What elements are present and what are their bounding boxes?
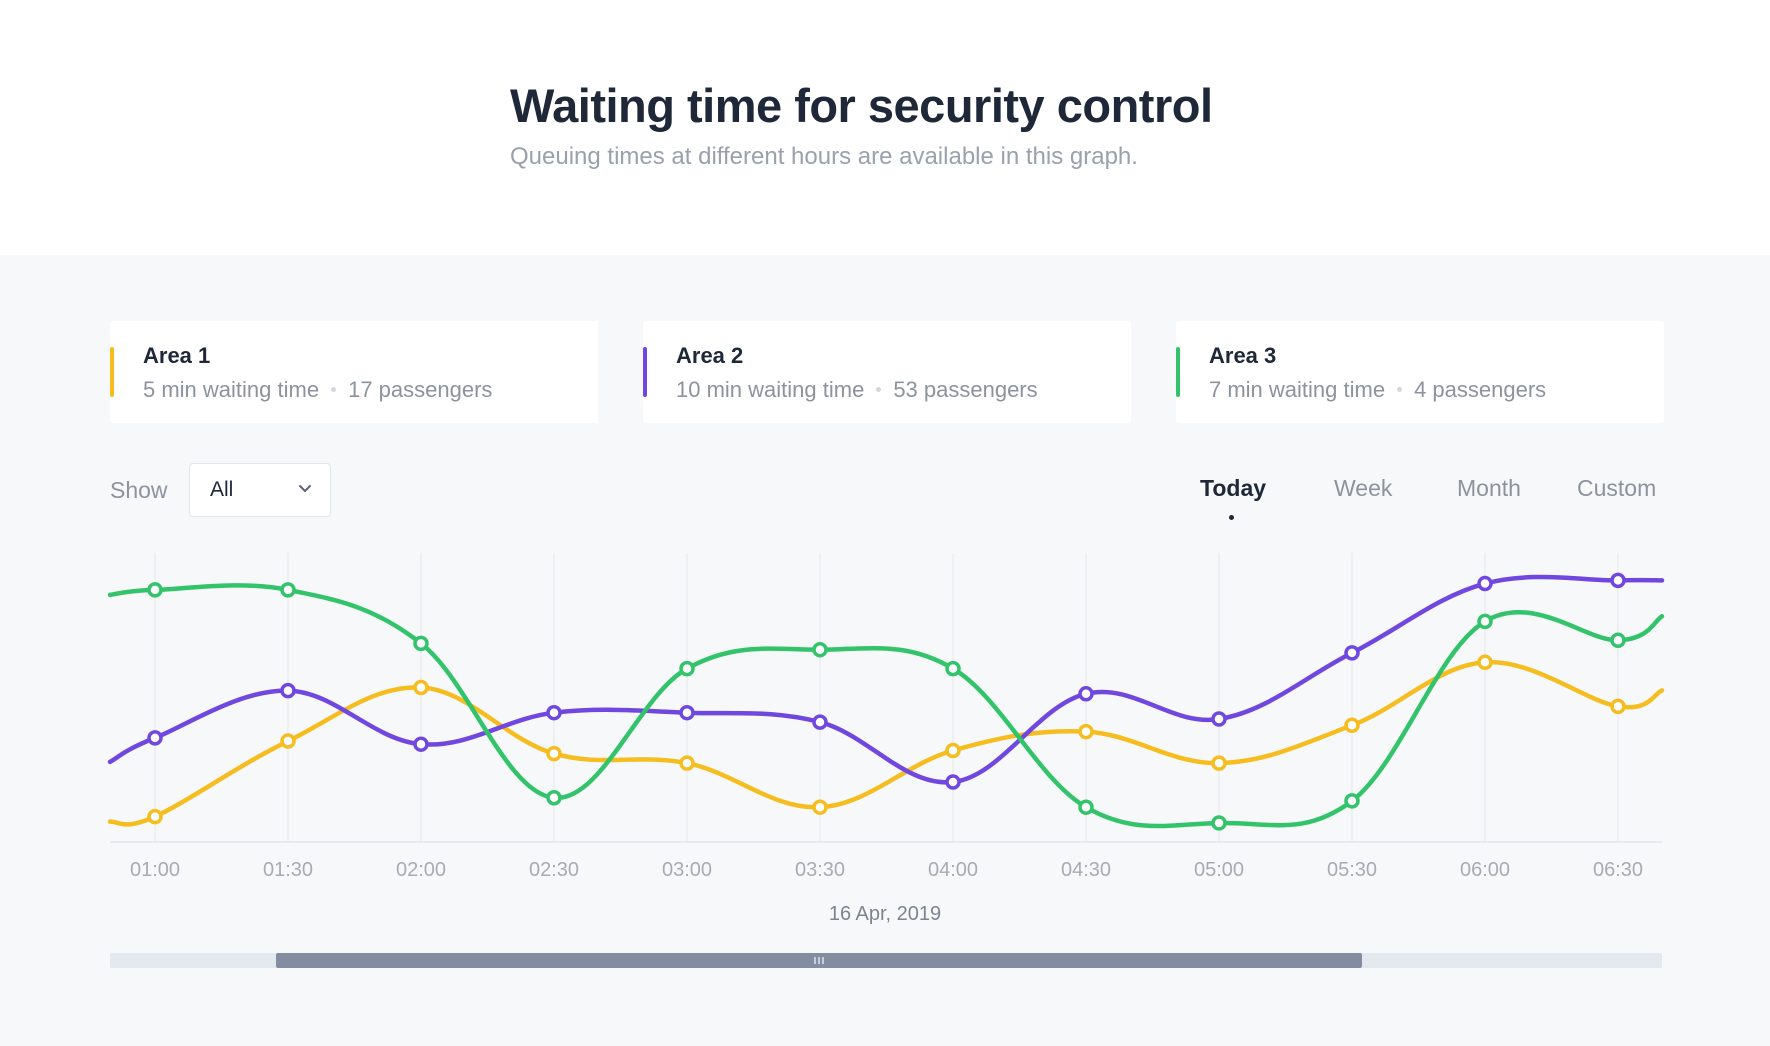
- data-point-series-3: [1477, 613, 1493, 630]
- area-color-marker: [110, 347, 114, 397]
- data-point-series-2: [1477, 575, 1493, 592]
- tab-today[interactable]: Today: [1200, 475, 1267, 501]
- dashboard-panel: Area 1 5 min waiting time 17 passengers A…: [0, 255, 1770, 1046]
- x-tick-label: 01:00: [130, 859, 180, 881]
- waiting-time: 5 min waiting time: [143, 377, 320, 402]
- chart-scrollbar-track[interactable]: [110, 953, 1662, 968]
- x-tick-label: 05:00: [1194, 859, 1244, 881]
- x-tick-label: 02:00: [396, 859, 446, 881]
- show-filter-value: All: [210, 478, 234, 501]
- data-point-series-1: [1610, 698, 1626, 715]
- x-tick-label: 05:30: [1327, 859, 1377, 881]
- data-point-series-1: [1477, 654, 1493, 671]
- page-header: Waiting time for security control Queuin…: [0, 0, 1770, 255]
- area-color-marker: [643, 347, 647, 397]
- waiting-time-chart: 01:00 01:30 02:00 02:30 03:00 03:30 04:00 04:30…: [107, 553, 1665, 881]
- period-tabs: Today Week Month Custom: [1180, 475, 1664, 520]
- area-name: Area 2: [676, 343, 744, 368]
- area-color-marker: [1176, 347, 1180, 397]
- passenger-count: 4 passengers: [1414, 377, 1547, 402]
- data-point-series-1: [812, 799, 828, 815]
- area-cards: Area 1 5 min waiting time 17 passengers A…: [110, 321, 1664, 423]
- series-line-3: [107, 583, 1665, 829]
- data-point-series-1: [1078, 723, 1094, 740]
- area-card-3[interactable]: Area 3 7 min waiting time 4 passengers: [1176, 321, 1664, 423]
- passenger-count: 53 passengers: [893, 377, 1038, 402]
- show-filter-label: Show: [110, 477, 168, 503]
- area-card-1[interactable]: Area 1 5 min waiting time 17 passengers: [110, 321, 598, 423]
- waiting-time: 10 min waiting time: [676, 377, 865, 402]
- x-tick-label: 03:30: [795, 859, 845, 881]
- data-point-series-3: [812, 641, 828, 658]
- data-point-series-2: [1610, 572, 1626, 589]
- data-point-series-3: [280, 582, 296, 598]
- data-point-series-3: [679, 660, 695, 677]
- data-point-series-2: [413, 736, 429, 752]
- chart-scrollbar-thumb[interactable]: [276, 953, 1363, 968]
- x-tick-label: 03:00: [662, 859, 712, 881]
- x-tick-label: 04:30: [1061, 859, 1111, 881]
- grip-icon: [814, 957, 824, 964]
- data-point-series-3: [1211, 815, 1227, 831]
- data-point-series-2: [945, 774, 961, 790]
- series-line-1: [107, 660, 1665, 827]
- x-tick-label: 04:00: [928, 859, 978, 881]
- data-point-series-3: [147, 582, 163, 598]
- area-stats: 5 min waiting time 17 passengers: [143, 377, 492, 403]
- x-axis-label: 16 Apr, 2019: [828, 903, 942, 925]
- data-point-series-3: [1078, 799, 1094, 815]
- page-subtitle: Queuing times at different hours are ava…: [510, 143, 1138, 170]
- data-point-series-1: [546, 745, 562, 762]
- area-name: Area 3: [1209, 343, 1277, 368]
- tab-custom[interactable]: Custom: [1577, 475, 1657, 501]
- data-point-series-2: [1078, 686, 1094, 702]
- data-point-series-2: [280, 682, 296, 699]
- x-tick-label: 06:00: [1460, 859, 1510, 881]
- series-line-2: [107, 574, 1665, 785]
- tab-month[interactable]: Month: [1457, 475, 1521, 501]
- data-point-series-2: [1344, 645, 1360, 661]
- x-tick-label: 02:30: [529, 859, 579, 881]
- page-title: Waiting time for security control: [510, 79, 1213, 132]
- waiting-time: 7 min waiting time: [1209, 377, 1386, 402]
- data-point-series-1: [147, 808, 163, 825]
- data-point-series-1: [413, 679, 429, 696]
- data-point-series-3: [546, 790, 562, 806]
- data-point-series-2: [1211, 711, 1227, 727]
- data-point-series-1: [1211, 755, 1227, 771]
- active-tab-indicator: [1229, 515, 1234, 520]
- data-point-series-1: [945, 742, 961, 759]
- show-filter-select[interactable]: All: [189, 463, 331, 517]
- separator-dot: [1397, 386, 1403, 392]
- data-point-series-1: [1344, 717, 1360, 734]
- chevron-down-icon: [299, 485, 311, 492]
- data-point-series-2: [812, 714, 828, 730]
- separator-dot: [331, 386, 337, 392]
- area-name: Area 1: [143, 343, 211, 368]
- separator-dot: [876, 386, 882, 392]
- data-point-series-3: [1610, 632, 1626, 648]
- data-point-series-3: [945, 660, 961, 677]
- area-stats: 7 min waiting time 4 passengers: [1209, 377, 1546, 403]
- x-tick-label: 01:30: [263, 859, 313, 881]
- data-point-series-2: [546, 704, 562, 721]
- passenger-count: 17 passengers: [348, 377, 493, 402]
- x-tick-label: 06:30: [1593, 859, 1643, 881]
- data-point-series-2: [147, 730, 163, 746]
- data-point-series-2: [679, 704, 695, 721]
- area-stats: 10 min waiting time 53 passengers: [676, 377, 1038, 403]
- area-card-2[interactable]: Area 2 10 min waiting time 53 passengers: [643, 321, 1131, 423]
- data-point-series-3: [413, 635, 429, 652]
- data-point-series-3: [1344, 793, 1360, 809]
- data-point-series-1: [679, 755, 695, 771]
- data-point-series-1: [280, 733, 296, 749]
- tab-week[interactable]: Week: [1334, 475, 1393, 501]
